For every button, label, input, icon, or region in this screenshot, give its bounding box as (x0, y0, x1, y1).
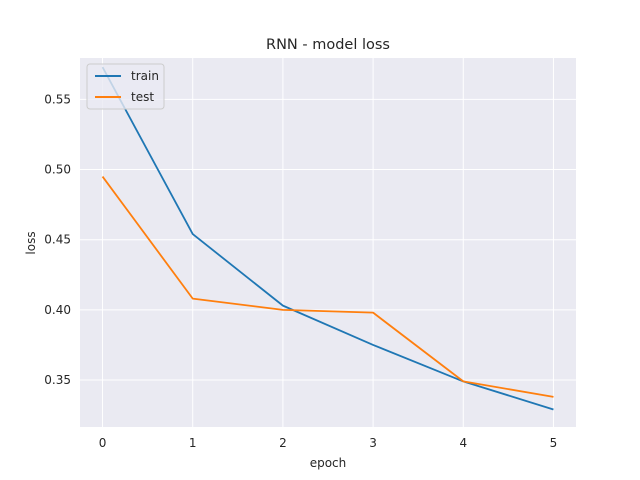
x-tick-label: 0 (99, 436, 107, 450)
plot-area (80, 58, 576, 427)
x-tick-label: 1 (189, 436, 197, 450)
x-tick-label: 2 (279, 436, 287, 450)
y-axis-label: loss (24, 231, 38, 254)
x-axis-label: epoch (310, 456, 347, 470)
y-tick-label: 0.35 (44, 373, 71, 387)
chart-title: RNN - model loss (266, 37, 390, 53)
series-line-test (101, 176, 554, 398)
y-tick-label: 0.50 (44, 163, 71, 177)
y-tick-label: 0.40 (44, 303, 71, 317)
y-tick-label: 0.45 (44, 233, 71, 247)
x-tick-labels: 0 1 2 3 4 5 (99, 436, 558, 450)
legend: train test (86, 63, 165, 110)
y-tick-labels: 0.35 0.40 0.45 0.50 0.55 (44, 92, 71, 387)
series-lines (101, 66, 554, 411)
x-tick-label: 4 (459, 436, 467, 450)
x-tick-label: 5 (550, 436, 558, 450)
series-line-train (101, 66, 554, 411)
y-tick-label: 0.55 (44, 92, 71, 106)
legend-label-train: train (131, 69, 159, 83)
x-tick-label: 3 (369, 436, 377, 450)
legend-label-test: test (131, 90, 154, 104)
